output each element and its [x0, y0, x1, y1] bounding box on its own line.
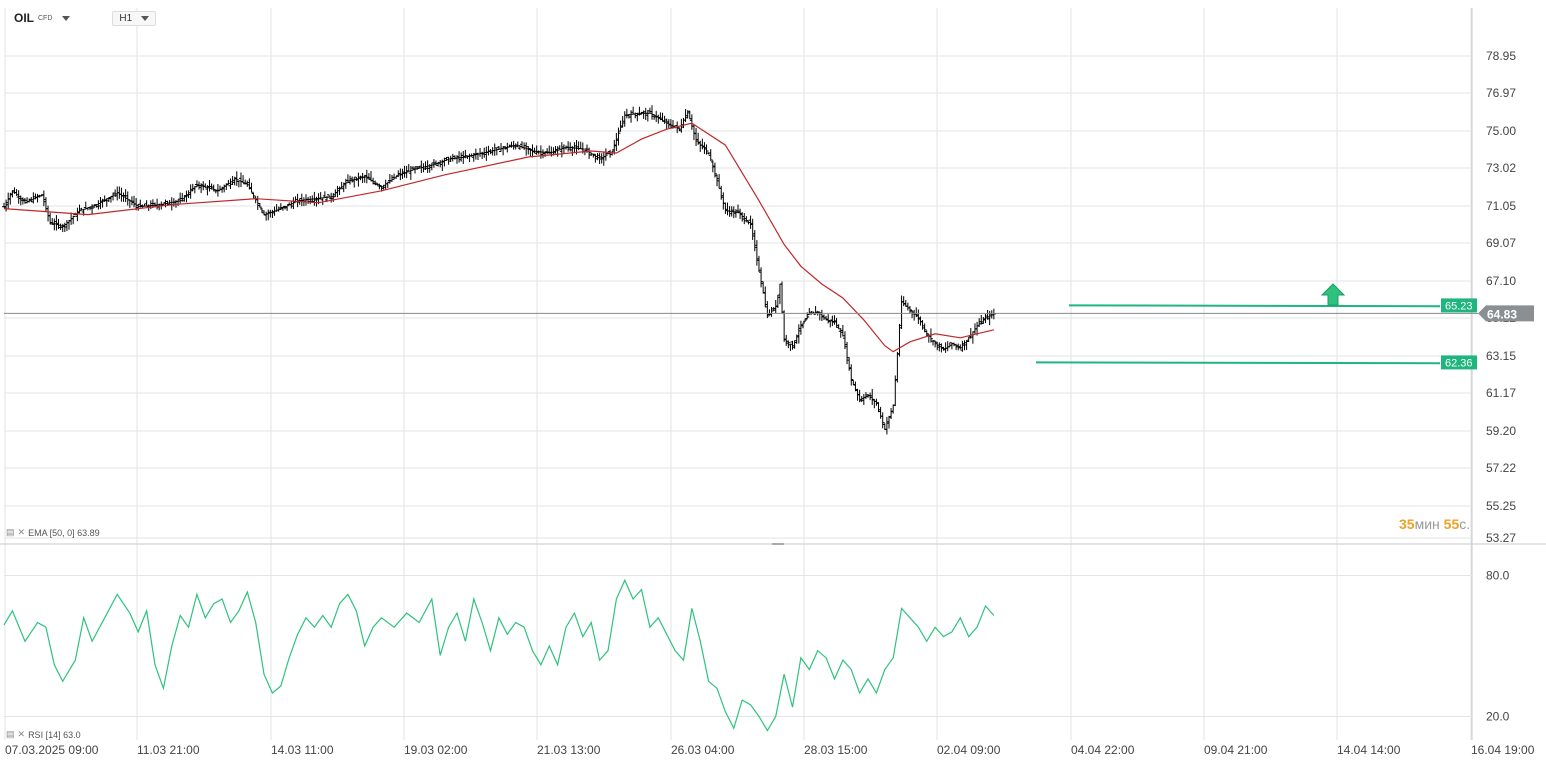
indicator-settings-icon[interactable]: ▤ — [6, 729, 15, 739]
rsi-indicator-label: ▤ ✕ RSI [14] 63.0 — [6, 729, 81, 740]
x-tick-label: 21.03 13:00 — [537, 743, 601, 757]
timer-seconds: 55 — [1443, 516, 1460, 532]
current-price-label: 64.83 — [1487, 307, 1517, 321]
y-tick-label: 73.02 — [1486, 161, 1516, 175]
y-tick-label: 57.22 — [1486, 461, 1516, 475]
horizontal-level-line — [1035, 361, 1441, 365]
timer-minutes: 35 — [1399, 516, 1415, 532]
y-tick-label: 75.00 — [1486, 124, 1516, 138]
x-tick-label: 07.03.2025 09:00 — [5, 743, 99, 757]
x-tick-label: 14.04 14:00 — [1337, 743, 1401, 757]
current-price-tag — [1478, 305, 1534, 322]
level-price-label: 65.23 — [1445, 300, 1473, 312]
up-arrow-icon — [1320, 283, 1346, 306]
y-tick-label: 63.15 — [1486, 349, 1516, 363]
rsi-indicator-text: RSI [14] 63.0 — [28, 729, 81, 740]
symbol-type: CFD — [38, 14, 53, 22]
symbol-selector[interactable]: OIL CFD — [8, 9, 76, 27]
y-tick-label: 67.10 — [1486, 274, 1516, 288]
level-price-tag — [1441, 355, 1477, 370]
candles-group — [2, 105, 996, 435]
indicator-settings-icon[interactable]: ▤ — [6, 527, 15, 537]
ema-line — [3, 122, 995, 353]
symbol-name: OIL — [14, 11, 34, 25]
x-tick-label: 28.03 15:00 — [804, 743, 868, 757]
y-tick-label: 59.20 — [1486, 424, 1516, 438]
chart-toolbar: OIL CFD H1 — [8, 8, 157, 28]
timeframe-value: H1 — [119, 12, 133, 24]
level-price-label: 62.36 — [1445, 357, 1473, 369]
y-tick-label: 55.25 — [1486, 499, 1516, 513]
timeframe-selector[interactable]: H1 — [112, 10, 157, 26]
ema-indicator-label: ▤ ✕ EMA [50, 0] 63.89 — [6, 527, 100, 538]
x-tick-label: 16.04 19:00 — [1471, 743, 1535, 757]
y-tick-label: 61.17 — [1486, 386, 1516, 400]
y-tick-label: 71.05 — [1486, 199, 1516, 213]
close-icon[interactable]: ✕ — [17, 729, 26, 739]
horizontal-level-line — [1068, 304, 1441, 308]
rsi-tick-label: 20.0 — [1486, 710, 1510, 724]
close-icon[interactable]: ✕ — [17, 527, 26, 537]
pane-resize-handle — [772, 543, 784, 545]
y-tick-label: 69.07 — [1486, 236, 1516, 250]
x-tick-label: 14.03 11:00 — [271, 743, 334, 757]
x-tick-label: 02.04 09:00 — [937, 743, 1001, 757]
y-tick-label: 53.27 — [1486, 531, 1516, 545]
timer-minutes-unit: мин — [1414, 516, 1440, 532]
x-tick-label: 11.03 21:00 — [137, 743, 200, 757]
chevron-down-icon — [141, 15, 150, 21]
x-tick-label: 09.04 21:00 — [1204, 743, 1268, 757]
candle-countdown-timer: 35мин 55с. — [1399, 516, 1470, 532]
x-tick-label: 04.04 22:00 — [1071, 743, 1135, 757]
chevron-down-icon — [62, 15, 71, 21]
timer-seconds-unit: с. — [1459, 516, 1471, 532]
x-tick-label: 19.03 02:00 — [404, 743, 468, 757]
ema-indicator-text: EMA [50, 0] 63.89 — [28, 527, 100, 538]
x-tick-label: 26.03 04:00 — [671, 743, 735, 757]
y-tick-label: 76.97 — [1486, 86, 1516, 100]
y-tick-label: 78.95 — [1486, 49, 1516, 63]
rsi-tick-label: 80.0 — [1486, 569, 1510, 583]
level-price-tag — [1441, 298, 1477, 313]
rsi-line — [3, 578, 995, 732]
